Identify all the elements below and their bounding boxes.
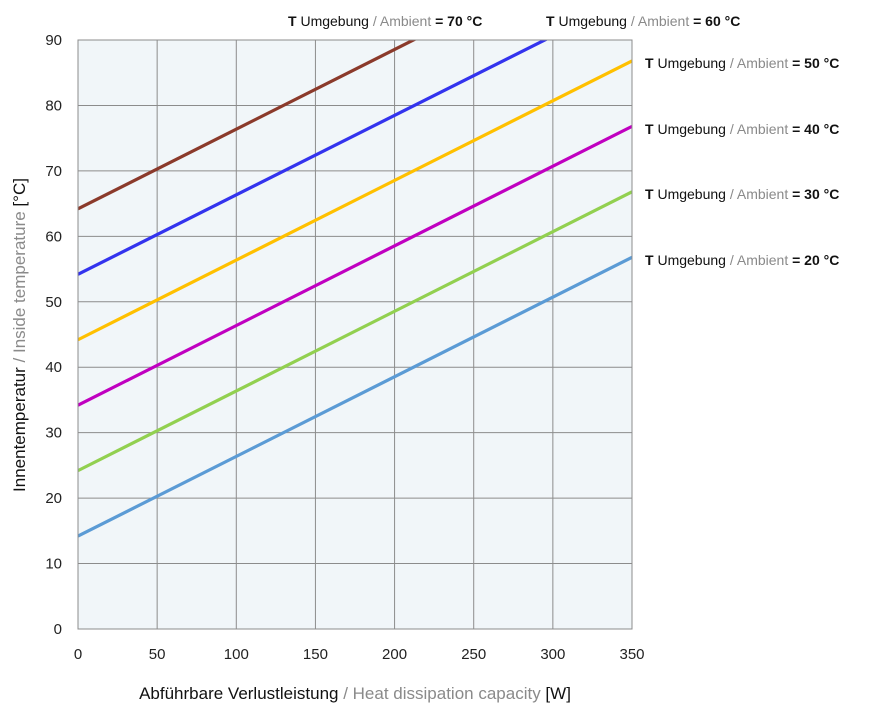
series-label-de: Umgebung [654, 186, 726, 202]
plot-area [78, 40, 632, 629]
x-axis-title-sep: / [338, 684, 352, 703]
series-label-de: Umgebung [654, 55, 726, 71]
series-label-1: T Umgebung / Ambient = 30 °C [645, 186, 839, 202]
series-label-t: T [645, 186, 654, 202]
series-line-2 [78, 124, 632, 407]
series-line-5 [78, 40, 417, 211]
x-tick-label: 350 [619, 646, 644, 663]
y-tick-label: 70 [45, 163, 62, 180]
series-label-val: = 20 °C [788, 252, 839, 268]
y-axis-title-sep: / [10, 353, 29, 367]
y-tick-label: 30 [45, 425, 62, 442]
series-label-t: T [645, 252, 654, 268]
series-label-de: Umgebung [555, 13, 627, 29]
x-tick-label: 0 [74, 646, 82, 663]
x-axis-title-en: Heat dissipation capacity [353, 684, 542, 703]
y-axis-title: Innentemperatur / Inside temperature [°C… [10, 178, 29, 492]
y-axis-title-en: Inside temperature [10, 211, 29, 353]
series-label-sep: / [726, 186, 737, 202]
series-label-t: T [645, 121, 654, 137]
series-label-val: = 70 °C [431, 13, 482, 29]
series-label-sep: / [369, 13, 380, 29]
x-tick-label: 200 [382, 646, 407, 663]
series-label-val: = 40 °C [788, 121, 839, 137]
y-tick-labels: 0 10 20 30 40 50 60 70 80 90 [45, 32, 62, 638]
series-label-val: = 50 °C [788, 55, 839, 71]
series-label-de: Umgebung [297, 13, 369, 29]
series-label-sep: / [726, 252, 737, 268]
x-tick-label: 50 [149, 646, 166, 663]
y-tick-label: 0 [54, 621, 62, 638]
y-tick-label: 10 [45, 556, 62, 573]
series-label-2: T Umgebung / Ambient = 40 °C [645, 121, 839, 137]
plot-frame [77, 39, 633, 630]
series-label-sep: / [726, 121, 737, 137]
series-line-3 [78, 59, 632, 342]
y-axis-title-de: Innentemperatur [10, 367, 29, 492]
series-label-5: T Umgebung / Ambient = 70 °C [288, 13, 482, 29]
y-tick-label: 50 [45, 294, 62, 311]
y-tick-label: 60 [45, 228, 62, 245]
series-label-en: Ambient [380, 13, 431, 29]
series-label-4: T Umgebung / Ambient = 60 °C [546, 13, 740, 29]
series-label-en: Ambient [737, 121, 788, 137]
series-label-en: Ambient [638, 13, 689, 29]
x-tick-label: 100 [224, 646, 249, 663]
y-tick-label: 90 [45, 32, 62, 49]
series-label-0: T Umgebung / Ambient = 20 °C [645, 252, 839, 268]
x-axis-title-unit: [W] [541, 684, 571, 703]
series-label-sep: / [627, 13, 638, 29]
x-tick-labels: 0 50 100 150 200 250 300 350 [74, 646, 645, 663]
y-tick-label: 40 [45, 359, 62, 376]
series-label-t: T [546, 13, 555, 29]
plot-background [78, 40, 632, 629]
series-line-1 [78, 190, 632, 473]
series-labels: T Umgebung / Ambient = 20 °CT Umgebung /… [288, 13, 839, 268]
y-axis-title-unit: [°C] [10, 178, 29, 211]
x-tick-label: 300 [540, 646, 565, 663]
plot-border [77, 39, 633, 630]
x-axis-title: Abführbare Verlustleistung / Heat dissip… [139, 684, 571, 703]
y-tick-label: 80 [45, 97, 62, 114]
series-label-3: T Umgebung / Ambient = 50 °C [645, 55, 839, 71]
series-label-en: Ambient [737, 186, 788, 202]
series-label-sep: / [726, 55, 737, 71]
series-label-de: Umgebung [654, 252, 726, 268]
series-label-t: T [645, 55, 654, 71]
x-tick-label: 150 [303, 646, 328, 663]
series-line-4 [78, 40, 549, 276]
series-lines [78, 40, 632, 538]
x-axis-title-de: Abführbare Verlustleistung [139, 684, 338, 703]
series-label-val: = 60 °C [689, 13, 740, 29]
series-label-val: = 30 °C [788, 186, 839, 202]
series-label-de: Umgebung [654, 121, 726, 137]
x-tick-label: 250 [461, 646, 486, 663]
series-label-en: Ambient [737, 55, 788, 71]
series-line-0 [78, 255, 632, 538]
series-label-t: T [288, 13, 297, 29]
y-tick-label: 20 [45, 490, 62, 507]
series-label-en: Ambient [737, 252, 788, 268]
